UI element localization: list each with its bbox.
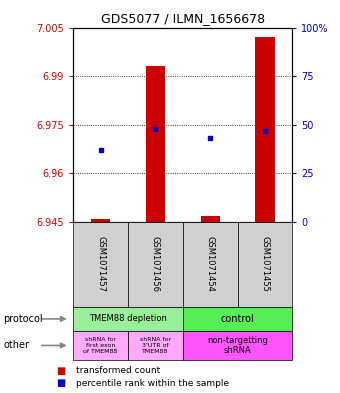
Text: transformed count: transformed count: [76, 366, 161, 375]
Text: ■: ■: [56, 378, 65, 388]
Text: percentile rank within the sample: percentile rank within the sample: [76, 379, 230, 387]
Text: TMEM88 depletion: TMEM88 depletion: [89, 314, 167, 323]
Bar: [91, 219, 110, 222]
Text: protocol: protocol: [3, 314, 43, 324]
Title: GDS5077 / ILMN_1656678: GDS5077 / ILMN_1656678: [101, 12, 265, 25]
Text: shRNA for
first exon
of TMEM88: shRNA for first exon of TMEM88: [83, 337, 118, 354]
Text: non-targetting
shRNA: non-targetting shRNA: [207, 336, 268, 355]
Bar: [255, 37, 275, 222]
Text: control: control: [221, 314, 254, 324]
Text: GSM1071454: GSM1071454: [206, 236, 215, 292]
Text: GSM1071455: GSM1071455: [260, 236, 270, 292]
Text: GSM1071456: GSM1071456: [151, 236, 160, 292]
Text: shRNA for
3'UTR of
TMEM88: shRNA for 3'UTR of TMEM88: [140, 337, 171, 354]
Text: other: other: [3, 340, 29, 351]
Bar: [146, 66, 165, 222]
Text: ■: ■: [56, 365, 65, 376]
Bar: [201, 215, 220, 222]
Text: GSM1071457: GSM1071457: [96, 236, 105, 292]
